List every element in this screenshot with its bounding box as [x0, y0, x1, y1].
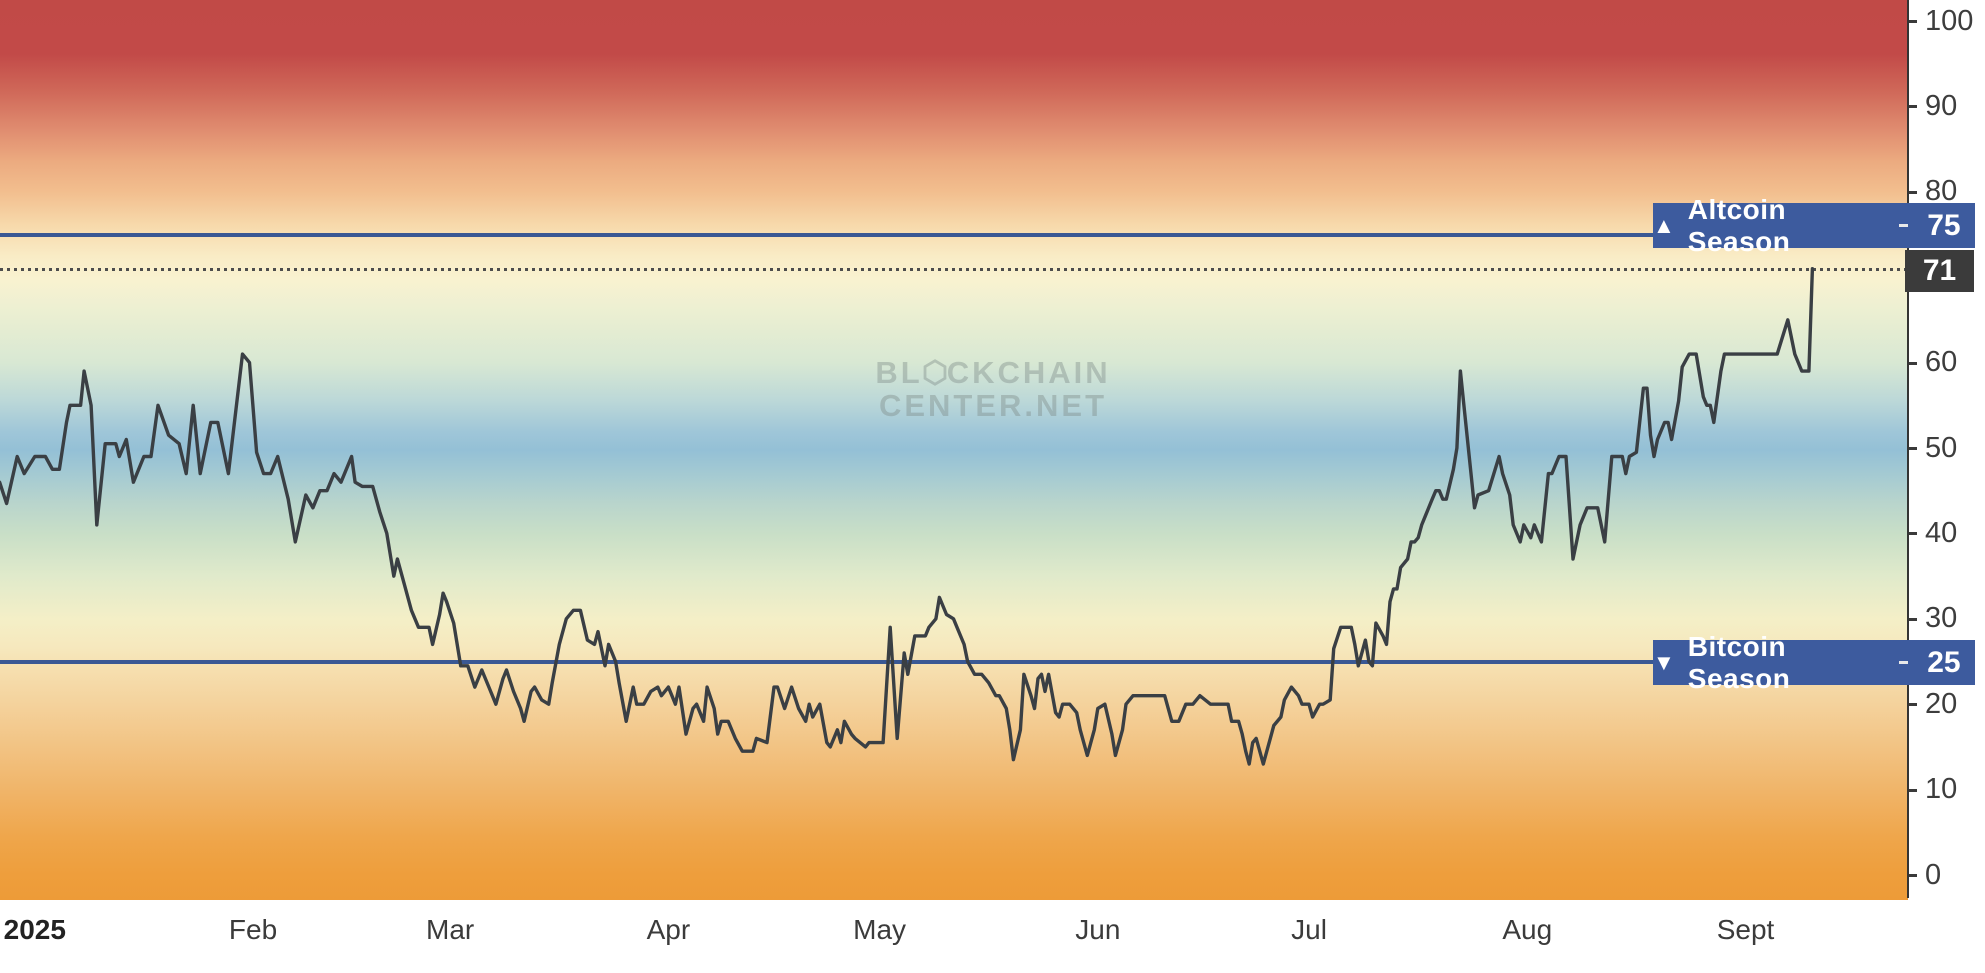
x-axis-month-label: Feb	[228, 914, 278, 945]
bitcoin-season-threshold-line	[0, 659, 1908, 664]
altcoin-season-badge-label: Altcoin Season	[1687, 193, 1791, 257]
y-axis-tick-label: 30	[1925, 602, 1958, 635]
y-axis-tick	[1909, 703, 1917, 707]
current-value-badge: 71	[1905, 250, 1974, 292]
watermark-line1: BL CKCHAIN	[875, 355, 1111, 390]
y-axis-tick	[1909, 874, 1917, 877]
y-axis-tick	[1909, 788, 1917, 792]
y-axis-tick	[1909, 190, 1917, 194]
x-axis-month-label: May	[853, 914, 907, 945]
x-axis-month-label: Apr	[646, 914, 691, 945]
y-axis-tick-label: 100	[1925, 4, 1974, 37]
x-axis: 2025 Feb Mar Apr May Jun Jul Aug Sept	[0, 900, 1985, 973]
bitcoin-season-badge-label: Bitcoin Season	[1687, 630, 1791, 694]
y-axis-tick	[1909, 617, 1917, 621]
altcoin-season-threshold-line	[0, 232, 1908, 237]
altcoin-badge-tick-dash	[1899, 224, 1908, 227]
watermark-logo-icon	[923, 359, 947, 386]
altcoin-season-badge: ▲ Altcoin Season 75	[1653, 194, 1975, 257]
bitcoin-season-badge: ▼ Bitcoin Season 25	[1653, 631, 1975, 694]
plot-area	[0, 0, 1908, 900]
x-axis-year-label: 2025	[3, 914, 66, 945]
x-axis-month-label: Jun	[1075, 914, 1121, 945]
triangle-up-icon: ▲	[1653, 213, 1675, 238]
y-axis-tick-label: 10	[1925, 773, 1958, 806]
triangle-down-icon: ▼	[1653, 650, 1675, 675]
x-axis-month-label: Mar	[426, 914, 475, 945]
x-axis-month-label: Jul	[1291, 914, 1327, 945]
y-axis-tick-label: 50	[1925, 431, 1958, 464]
y-axis-tick	[1909, 20, 1917, 23]
y-axis-tick-label: 20	[1925, 687, 1958, 720]
bitcoin-badge-tick-dash	[1899, 661, 1908, 664]
x-axis-month-label: Sept	[1716, 914, 1775, 945]
y-axis-tick-label: 80	[1925, 175, 1958, 208]
y-axis-tick-label: 90	[1925, 89, 1958, 122]
y-axis-tick	[1909, 532, 1917, 536]
y-axis-panel	[1908, 0, 1985, 973]
altcoin-season-badge-value: 75	[1927, 208, 1961, 242]
current-value-dotted-line	[0, 267, 1908, 271]
y-axis-tick	[1909, 361, 1917, 365]
y-axis-tick	[1909, 447, 1917, 450]
y-axis-tick	[1909, 105, 1917, 109]
x-axis-month-label: Aug	[1502, 914, 1553, 945]
watermark-line2: CENTER.NET	[878, 388, 1108, 423]
y-axis-tick-label: 60	[1925, 346, 1958, 379]
y-axis-tick-label: 40	[1925, 516, 1958, 549]
watermark: BL CKCHAIN CENTER.NET	[793, 356, 1193, 422]
y-axis-line	[1907, 0, 1909, 898]
bitcoin-season-badge-value: 25	[1927, 645, 1961, 679]
y-axis-tick-label: 0	[1925, 858, 1942, 891]
